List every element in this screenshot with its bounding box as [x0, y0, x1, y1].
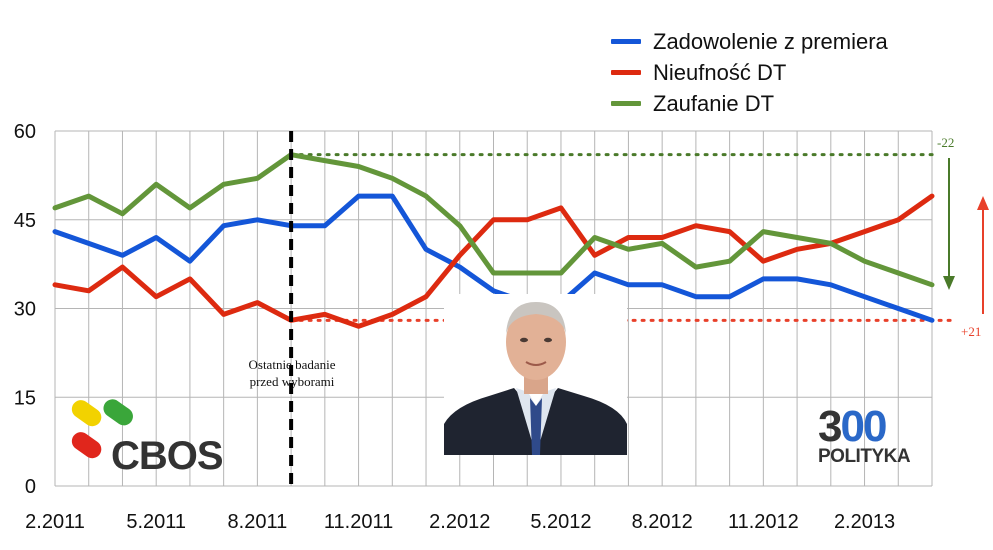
polityka-300-subtitle: POLITYKA	[818, 446, 911, 467]
legend-label-nieufnosc: Nieufność DT	[653, 59, 787, 85]
legend-item-zadowolenie: Zadowolenie z premiera	[611, 26, 888, 57]
series-line-2	[52, 152, 935, 288]
x-tick-label: 11.2012	[728, 511, 799, 533]
legend: Zadowolenie z premiera Nieufność DT Zauf…	[611, 26, 888, 119]
portrait-photo	[444, 294, 627, 455]
legend-swatch-zaufanie	[611, 101, 641, 106]
polityka-300-number: 300	[818, 402, 887, 452]
polityka-300-digit-3: 3	[818, 402, 843, 451]
polityka-300-logo: 300 POLITYKA	[812, 402, 922, 472]
legend-item-nieufnosc: Nieufność DT	[611, 57, 888, 88]
polityka-300-digits-00: 00	[840, 402, 887, 451]
x-tick-label: 5.2011	[126, 511, 186, 533]
cbos-logo: CBOS	[66, 396, 226, 480]
election-note: Ostatnie badanie przed wyborami	[222, 356, 362, 390]
cbos-logo-text: CBOS	[111, 434, 224, 478]
y-tick-label: 45	[14, 210, 36, 232]
nieufnosc-change-arrowhead	[977, 196, 989, 210]
series-lines	[52, 152, 935, 329]
y-tick-label: 60	[14, 121, 36, 143]
portrait-illustration	[444, 302, 627, 455]
y-tick-label: 0	[25, 476, 36, 498]
legend-label-zaufanie: Zaufanie DT	[653, 90, 775, 116]
zaufanie-change-arrowhead	[943, 276, 955, 290]
y-tick-label: 30	[14, 299, 36, 321]
x-tick-label: 2.2012	[429, 511, 490, 533]
nieufnosc-delta-label: +21	[961, 324, 982, 339]
series-line-1	[52, 193, 935, 329]
x-tick-label: 11.2011	[324, 511, 393, 533]
x-tick-label: 5.2012	[530, 511, 591, 533]
x-tick-label: 8.2011	[228, 511, 288, 533]
cbos-logo-mark	[71, 399, 133, 459]
x-tick-label: 2.2013	[834, 511, 895, 533]
election-note-line1: Ostatnie badanie	[248, 357, 336, 372]
y-tick-label: 15	[14, 387, 36, 409]
x-tick-label: 8.2012	[632, 511, 693, 533]
axes: 0 15 30 45 60 2.2011 5.2011 8.2011 11.2011 2.2012…	[14, 121, 895, 533]
series-line-0	[52, 193, 935, 323]
legend-item-zaufanie: Zaufanie DT	[611, 88, 888, 119]
legend-swatch-nieufnosc	[611, 70, 641, 75]
legend-label-zadowolenie: Zadowolenie z premiera	[653, 28, 888, 54]
zaufanie-delta-label: -22	[937, 135, 955, 150]
legend-swatch-zadowolenie	[611, 39, 641, 44]
election-note-line2: przed wyborami	[249, 374, 335, 389]
x-tick-label: 2.2011	[25, 511, 85, 533]
